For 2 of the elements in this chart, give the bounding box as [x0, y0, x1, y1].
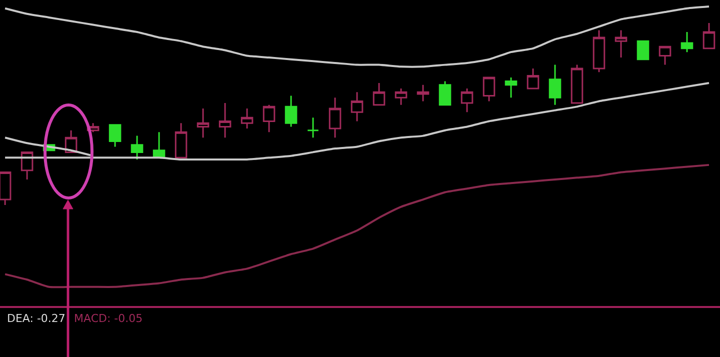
text: MACD: -0.05 [74, 312, 143, 325]
text: DEA: -0.27 [7, 312, 66, 325]
